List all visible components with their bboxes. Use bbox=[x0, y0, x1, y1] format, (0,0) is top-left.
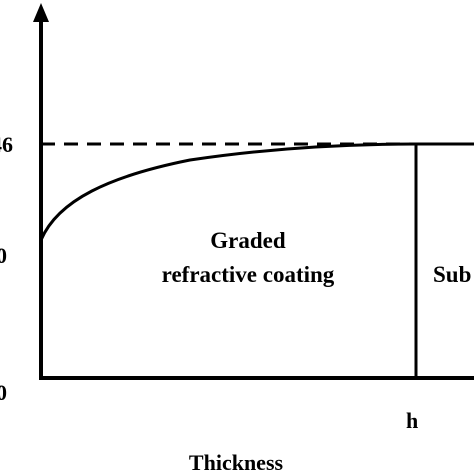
region-label-coating-line1: Graded bbox=[210, 228, 286, 253]
x-axis-title: Thickness bbox=[189, 450, 284, 474]
region-label-substrate: Sub bbox=[433, 262, 471, 287]
graded-index-curve bbox=[39, 142, 417, 241]
y-tick-origin: 0 bbox=[0, 380, 7, 405]
x-tick-h: h bbox=[406, 408, 418, 433]
y-tick-top: 46 bbox=[0, 132, 13, 157]
region-label-coating-line2: refractive coating bbox=[162, 262, 335, 287]
y-tick-middle: 0 bbox=[0, 243, 7, 268]
y-axis-arrow bbox=[33, 3, 49, 22]
